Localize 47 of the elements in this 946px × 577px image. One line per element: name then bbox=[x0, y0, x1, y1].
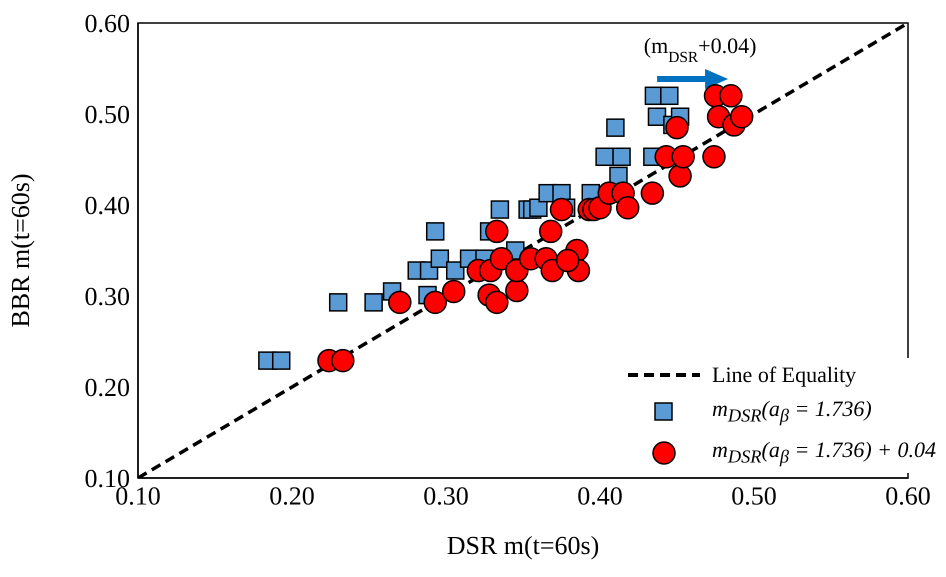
point bbox=[648, 107, 666, 126]
point bbox=[595, 148, 614, 166]
y-tick-label: 0.60 bbox=[84, 9, 130, 38]
point bbox=[550, 198, 574, 222]
point bbox=[485, 220, 509, 244]
legend-label: m$_{DSR}$(a$_{β}$ = 1.736) bbox=[712, 395, 872, 428]
y-tick-label: 0.20 bbox=[84, 373, 130, 402]
point bbox=[730, 104, 754, 128]
y-tick-label: 0.50 bbox=[84, 100, 130, 130]
point bbox=[430, 249, 450, 268]
x-tick-label: 0.50 bbox=[731, 481, 777, 510]
point bbox=[331, 348, 355, 372]
annotation: (m$_{DSR}$+0.04) bbox=[644, 33, 756, 66]
x-tick-label: 0.30 bbox=[423, 481, 469, 510]
point bbox=[328, 293, 348, 312]
legend-label: Line of Equality bbox=[712, 361, 856, 390]
point bbox=[364, 293, 383, 312]
point bbox=[538, 220, 562, 244]
point bbox=[719, 84, 743, 108]
y-tick-label: 0.30 bbox=[84, 282, 130, 312]
point bbox=[442, 280, 466, 304]
point bbox=[426, 222, 444, 241]
point bbox=[272, 351, 290, 370]
x-tick-label: 0.40 bbox=[577, 481, 623, 510]
x-tick-label: 0.60 bbox=[885, 481, 931, 510]
x-axis-title: DSR m(t=60s) bbox=[446, 531, 600, 560]
point bbox=[616, 196, 640, 220]
point bbox=[671, 145, 695, 169]
point bbox=[702, 145, 726, 169]
point bbox=[640, 181, 664, 205]
y-tick-label: 0.40 bbox=[84, 191, 130, 220]
legend-label: m$_{DSR}$(a$_{β}$ = 1.736) + 0.04 bbox=[712, 436, 936, 468]
point bbox=[423, 290, 447, 314]
point bbox=[388, 290, 412, 314]
point bbox=[505, 278, 529, 302]
point bbox=[606, 118, 625, 137]
point bbox=[660, 86, 679, 106]
point bbox=[556, 248, 580, 272]
y-axis-title: BBR m(t=60s) bbox=[6, 173, 36, 328]
point bbox=[490, 246, 514, 270]
point bbox=[485, 290, 509, 314]
point bbox=[665, 116, 689, 140]
point bbox=[490, 200, 510, 219]
point bbox=[668, 164, 692, 188]
point bbox=[446, 261, 464, 280]
point bbox=[612, 148, 631, 166]
x-tick-label: 0.20 bbox=[269, 481, 315, 510]
